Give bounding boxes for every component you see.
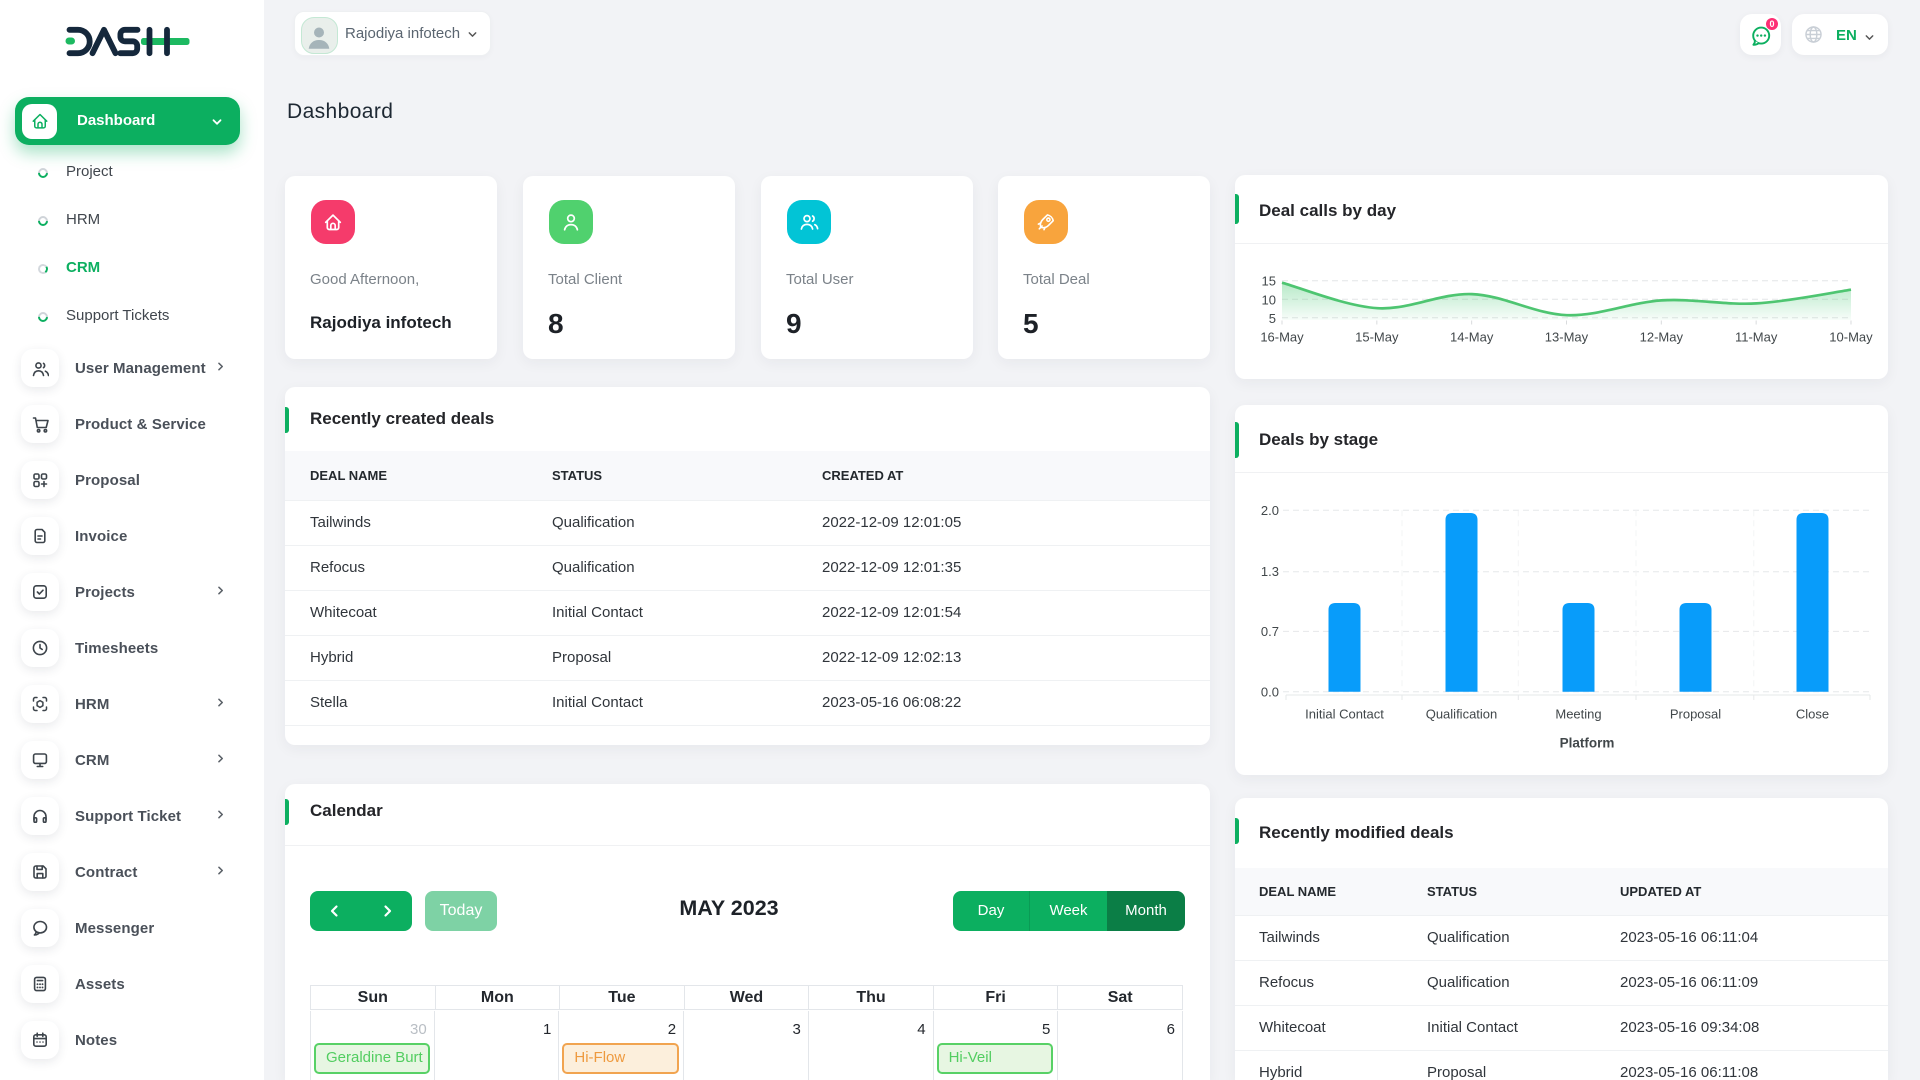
svg-text:1.3: 1.3 [1261, 564, 1279, 579]
svg-text:16-May: 16-May [1260, 330, 1304, 345]
svg-text:0.7: 0.7 [1261, 624, 1279, 639]
svg-text:Meeting: Meeting [1555, 706, 1601, 721]
svg-text:10-May: 10-May [1829, 330, 1873, 345]
svg-text:Proposal: Proposal [1670, 706, 1721, 721]
svg-text:12-May: 12-May [1640, 330, 1684, 345]
svg-text:Initial Contact: Initial Contact [1305, 706, 1384, 721]
svg-text:10: 10 [1262, 292, 1276, 307]
svg-text:Close: Close [1796, 706, 1829, 721]
svg-text:Qualification: Qualification [1426, 706, 1498, 721]
svg-text:15-May: 15-May [1355, 330, 1399, 345]
svg-text:13-May: 13-May [1545, 330, 1589, 345]
svg-text:Platform: Platform [1560, 735, 1615, 750]
svg-text:11-May: 11-May [1735, 330, 1778, 345]
svg-text:15: 15 [1262, 274, 1276, 289]
svg-text:0.0: 0.0 [1261, 684, 1279, 699]
svg-text:14-May: 14-May [1450, 330, 1494, 345]
svg-text:5: 5 [1269, 311, 1276, 326]
svg-text:2.0: 2.0 [1261, 503, 1279, 518]
